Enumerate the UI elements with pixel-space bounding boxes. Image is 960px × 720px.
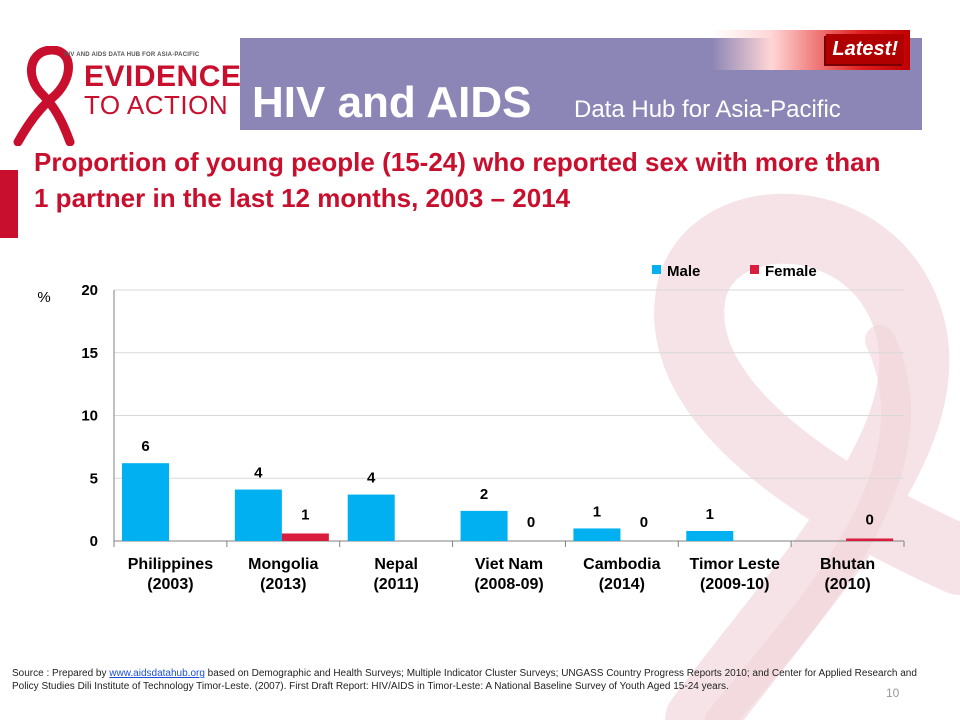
- legend-swatch-male: [652, 265, 661, 274]
- bar-male: [122, 463, 169, 541]
- latest-banner: Latest!: [712, 30, 910, 70]
- bar-male: [347, 494, 395, 541]
- slide-title: Proportion of young people (15-24) who r…: [34, 147, 881, 213]
- y-tick-label: 5: [90, 470, 98, 487]
- bar-male: [460, 510, 508, 541]
- legend-label-male: Male: [667, 263, 700, 280]
- bar-male: [686, 530, 734, 541]
- logo-evidence-text: EVIDENCE: [84, 60, 242, 93]
- x-tick-label-year: (2009-10): [700, 576, 769, 593]
- x-tick-label: Bhutan: [820, 556, 875, 573]
- logo-tagline: HIV AND AIDS DATA HUB FOR ASIA-PACIFIC: [64, 52, 200, 58]
- y-tick-label: 0: [90, 533, 98, 550]
- source-suffix: based on Demographic and Health Surveys;…: [12, 668, 917, 692]
- bar-female: [281, 533, 329, 541]
- y-tick-label: 10: [81, 408, 98, 425]
- title-accent-bar: [0, 170, 18, 238]
- x-tick-label: Cambodia: [583, 556, 660, 573]
- bar-male: [234, 489, 282, 541]
- data-label: 1: [593, 503, 601, 520]
- legend-swatch-female: [750, 265, 759, 274]
- x-tick-label: Mongolia: [248, 556, 318, 573]
- legend-label-female: Female: [765, 263, 817, 280]
- source-prefix: Source : Prepared by: [12, 668, 110, 679]
- page-number: 10: [886, 686, 900, 700]
- x-tick-label-year: (2010): [824, 576, 870, 593]
- hub-subtitle: Data Hub for Asia-Pacific: [574, 96, 841, 123]
- y-axis-label: %: [37, 289, 50, 306]
- x-tick-label-year: (2013): [260, 576, 306, 593]
- data-label: 1: [301, 506, 309, 523]
- data-label: 4: [367, 470, 376, 487]
- red-ribbon-icon: [13, 46, 75, 146]
- x-tick-label-year: (2011): [373, 576, 418, 593]
- data-label: 2: [480, 486, 488, 503]
- x-tick-label-year: (2003): [147, 576, 193, 593]
- x-tick-label-year: (2008-09): [474, 576, 543, 593]
- data-label: 0: [640, 514, 648, 531]
- x-tick-label-year: (2014): [599, 576, 645, 593]
- bar-male: [573, 528, 621, 541]
- bar-female: [846, 538, 894, 541]
- data-label: 0: [527, 514, 535, 531]
- x-tick-label: Viet Nam: [475, 556, 543, 573]
- data-label: 0: [865, 511, 873, 528]
- source-link[interactable]: www.aidsdatahub.org: [109, 668, 205, 679]
- logo-action-text: TO ACTION: [84, 90, 229, 120]
- data-label: 4: [254, 465, 263, 482]
- x-tick-label: Philippines: [128, 556, 213, 573]
- logo: HIV AND AIDS DATA HUB FOR ASIA-PACIFIC E…: [0, 38, 242, 146]
- hub-title: HIV and AIDS: [252, 78, 532, 127]
- x-tick-label: Timor Leste: [690, 556, 781, 573]
- data-label: 6: [141, 438, 149, 455]
- x-tick-label: Nepal: [374, 556, 418, 573]
- y-tick-label: 15: [81, 345, 98, 362]
- y-tick-label: 20: [81, 282, 98, 299]
- data-label: 1: [706, 506, 714, 523]
- source-note: Source : Prepared by www.aidsdatahub.org…: [12, 667, 930, 693]
- latest-badge: Latest!: [826, 34, 904, 64]
